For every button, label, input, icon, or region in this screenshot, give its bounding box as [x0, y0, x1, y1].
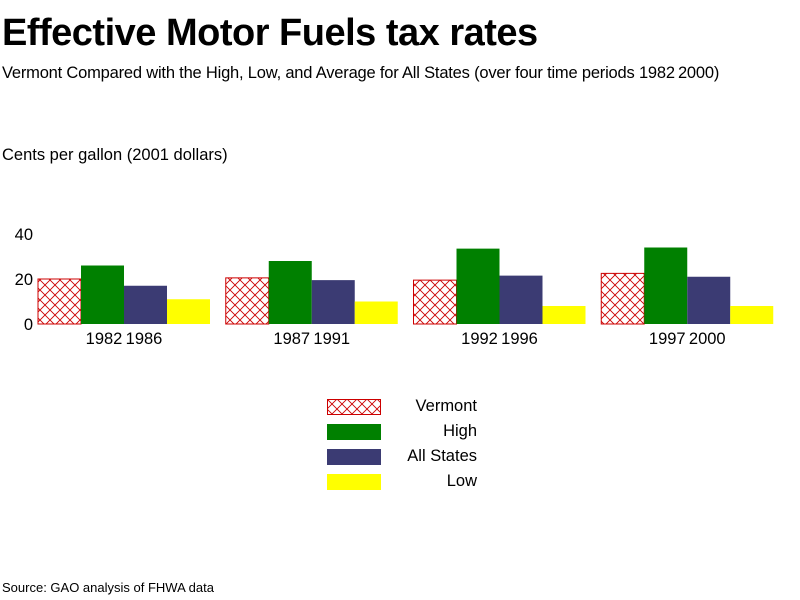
- legend-item-vermont: Vermont: [327, 397, 477, 422]
- x-tick-label: 1982 1986: [86, 330, 163, 348]
- bar-vermont-4: [600, 272, 645, 325]
- bar-low-1: [167, 299, 210, 324]
- legend-item-low: Low: [327, 472, 477, 497]
- x-tick-label: 1997 2000: [649, 330, 726, 348]
- bar-high-1: [81, 265, 124, 324]
- y-tick-label: 40: [15, 226, 33, 244]
- legend-label-all-states: All States: [407, 447, 477, 465]
- bar-low-2: [354, 301, 398, 324]
- bar-all-states-3: [499, 275, 543, 324]
- legend-item-all-states: All States: [327, 447, 477, 472]
- bar-vermont-2: [225, 277, 270, 325]
- bar-chart: 0 20 40 1982 1986 1987 1991 1992 1996 1997 20…: [15, 226, 774, 348]
- legend-label-vermont: Vermont: [415, 397, 477, 415]
- legend-item-high: High: [327, 422, 477, 447]
- bar-high-3: [456, 248, 500, 324]
- source-note: Source: GAO analysis of FHWA data: [2, 580, 214, 595]
- bar-high-2: [268, 261, 312, 324]
- x-tick-label: 1992 1996: [461, 330, 538, 348]
- bar-vermont-3: [413, 279, 457, 325]
- legend-swatch-vermont: [327, 399, 381, 415]
- y-axis-units-label: Cents per gallon (2001 dollars): [2, 146, 228, 164]
- bar-low-3: [542, 306, 586, 324]
- bar-high-4: [644, 247, 688, 324]
- bar-all-states-1: [124, 285, 167, 324]
- bar-low-4: [730, 306, 774, 324]
- legend-swatch-high: [327, 424, 381, 440]
- y-tick-label: 0: [24, 316, 33, 334]
- bar-all-states-4: [687, 276, 731, 324]
- y-tick-label: 20: [15, 271, 33, 289]
- chart-title: Effective Motor Fuels tax rates: [2, 12, 538, 54]
- legend-swatch-low: [327, 474, 381, 490]
- legend-label-high: High: [443, 422, 477, 440]
- bar-all-states-2: [311, 280, 355, 324]
- chart-subtitle: Vermont Compared with the High, Low, and…: [2, 64, 720, 82]
- legend-swatch-all-states: [327, 449, 381, 465]
- legend-label-low: Low: [446, 472, 477, 490]
- legend: Vermont High All States Low: [327, 397, 477, 497]
- bar-vermont-1: [37, 278, 82, 325]
- x-tick-label: 1987 1991: [273, 330, 350, 348]
